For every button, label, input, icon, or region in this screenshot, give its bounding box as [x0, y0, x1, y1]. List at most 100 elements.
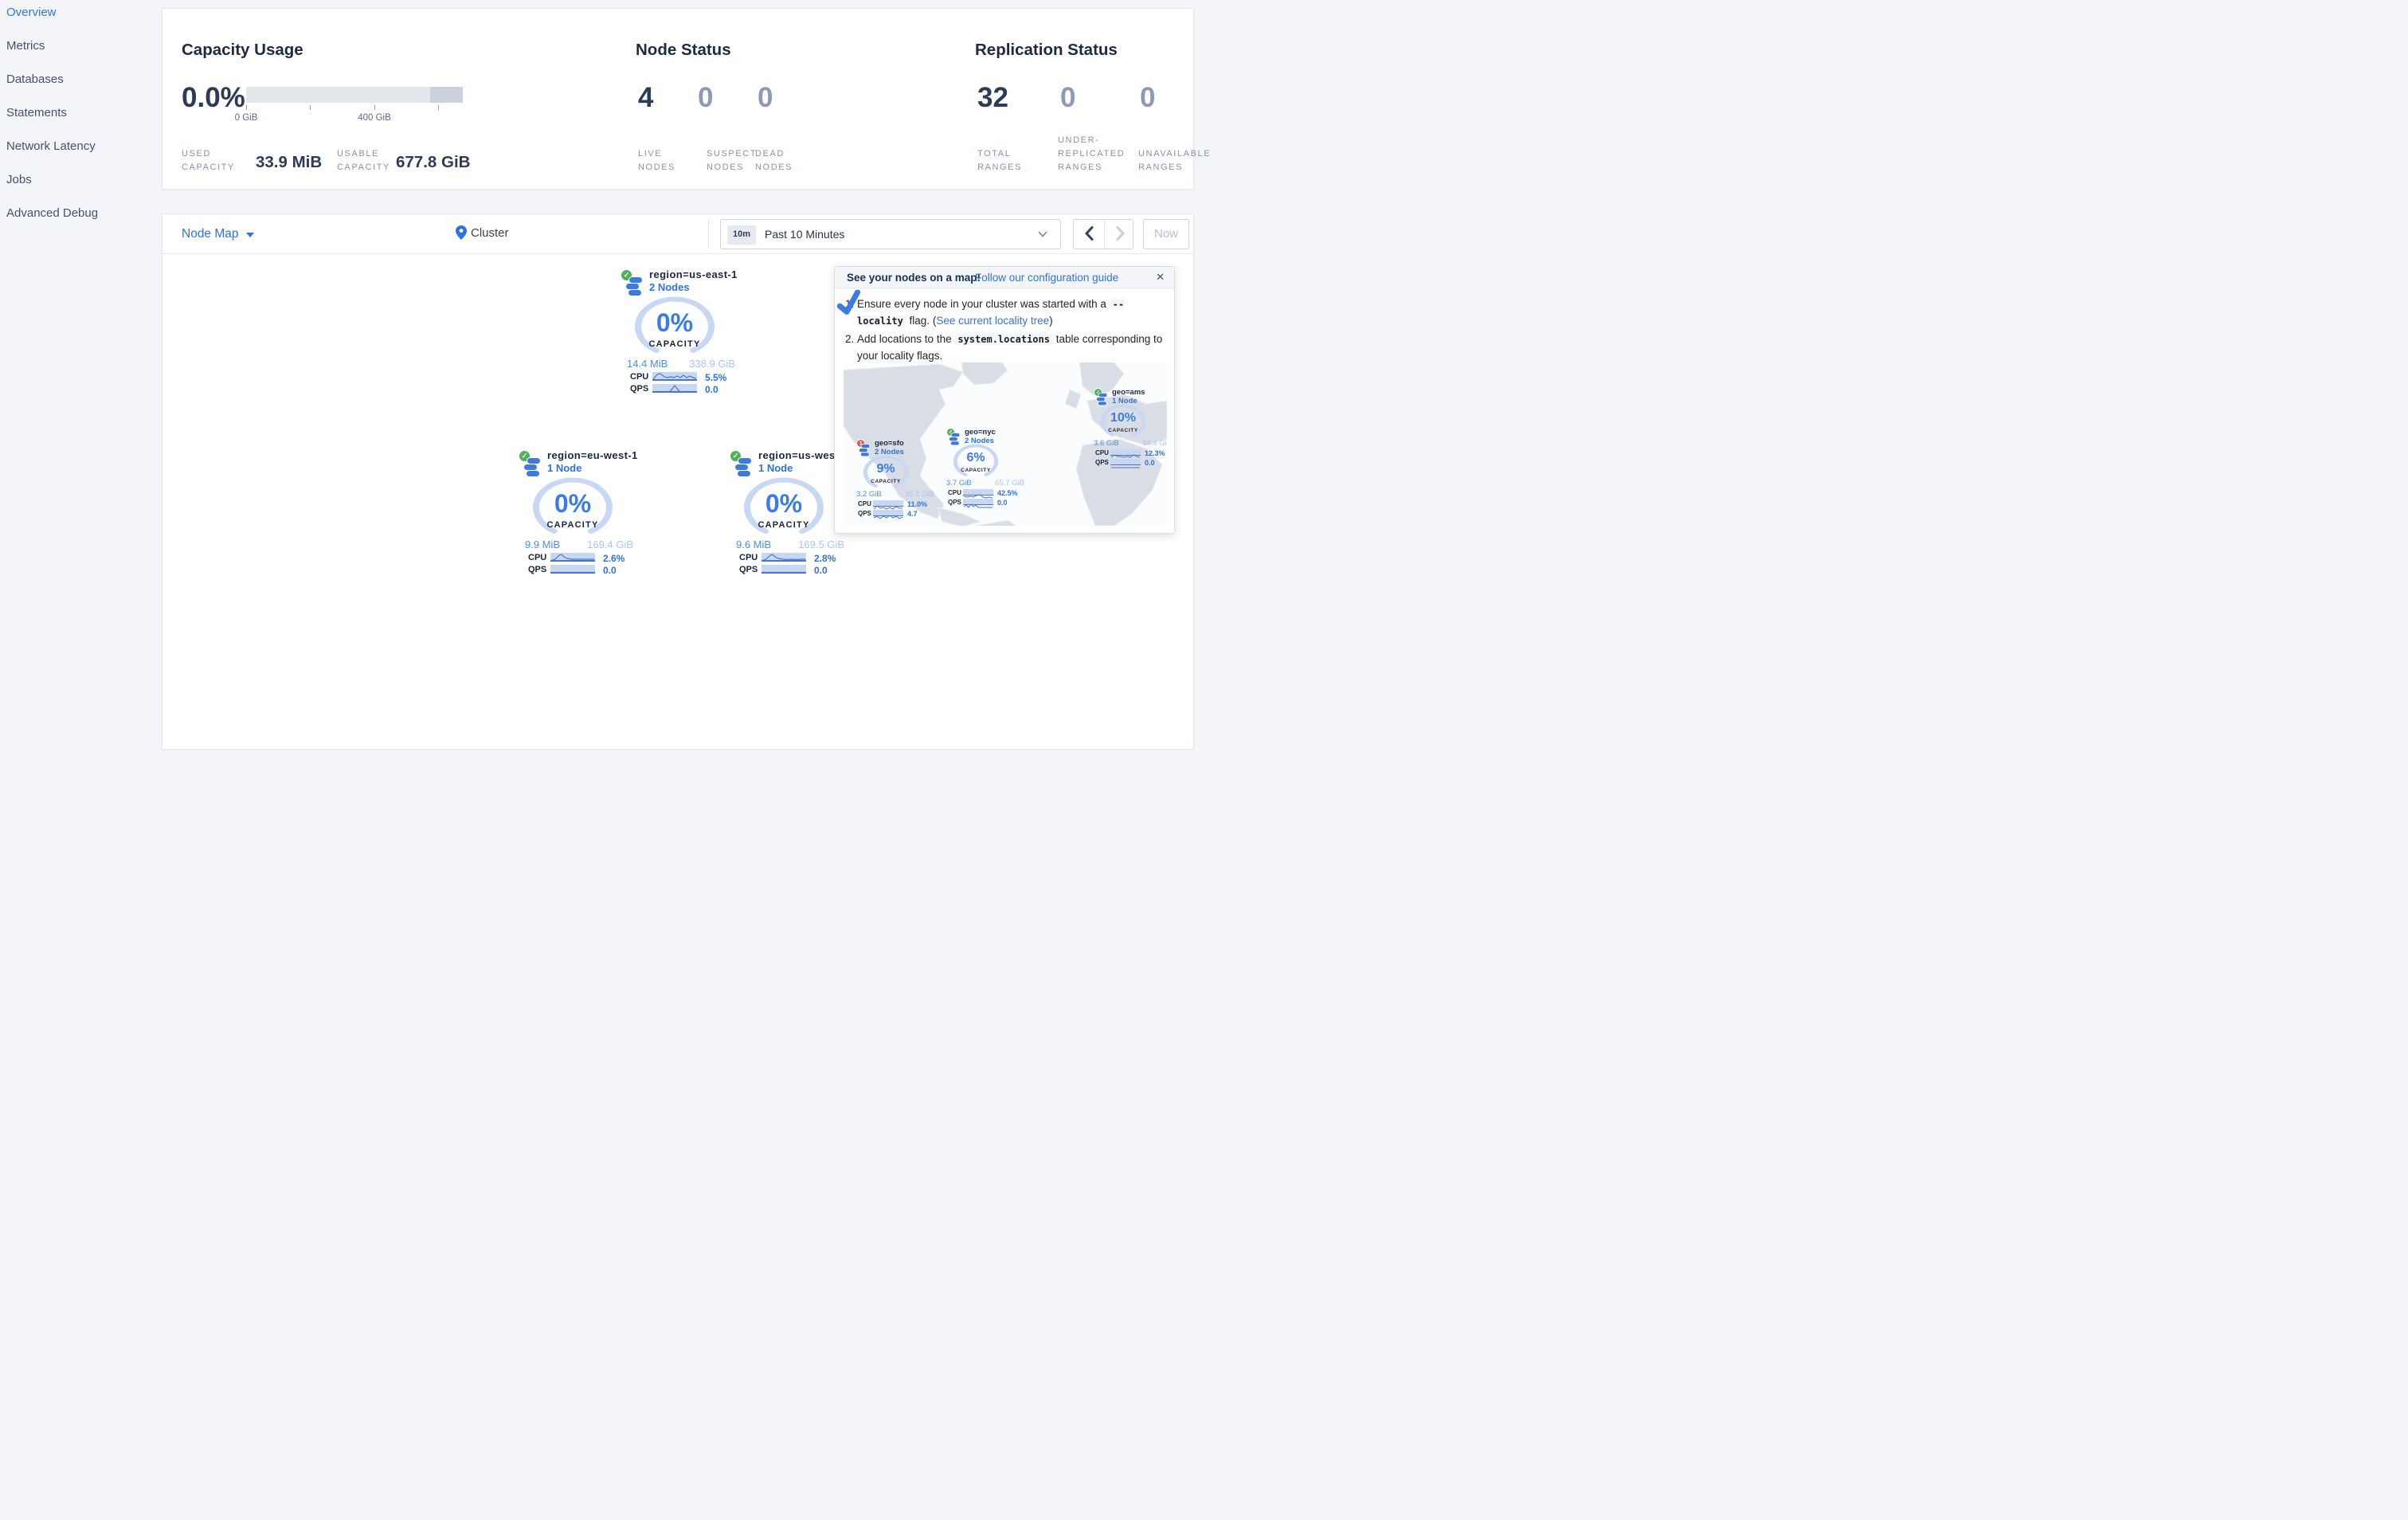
time-range-badge: 10m	[727, 225, 757, 245]
healthy-check-icon: ✓	[946, 428, 955, 437]
view-selector-dropdown[interactable]: Node Map	[182, 227, 254, 241]
unavailable-label: UNAVAILABLE RANGES	[1138, 149, 1212, 172]
cpu-label: CPU	[630, 372, 649, 382]
sidebar: Overview Metrics Databases Statements Ne…	[0, 0, 162, 760]
sidebar-item-network-latency[interactable]: Network Latency	[6, 139, 96, 153]
total-ranges-label: TOTAL RANGES	[977, 149, 1023, 172]
chevron-right-icon	[1116, 226, 1125, 241]
capacity-gauge: 0% CAPACITY	[531, 476, 614, 539]
suspect-nodes-count: 0	[698, 82, 714, 113]
node-group-us-east-1: ✓ region=us-east-1 2 Nodes 0% CAPACITY 1…	[621, 268, 740, 398]
cluster-summary-panel: Capacity Usage 0.0% 0 GiB 400 GiB USED CA…	[162, 8, 1210, 190]
capacity-usage-title: Capacity Usage	[182, 41, 303, 59]
capacity-tick-0: 0 GiB	[234, 113, 258, 123]
region-label: region=us-east-1	[649, 268, 738, 280]
time-prev-button[interactable]	[1074, 220, 1104, 249]
replication-status-title: Replication Status	[975, 41, 1118, 59]
mini-node-geo-sfo: 1 geo=sfo 2 Nodes 9% CAPACITY 3.2 GiB 35.…	[856, 439, 934, 519]
now-button[interactable]: Now	[1143, 219, 1189, 249]
live-nodes-count: 4	[638, 82, 654, 113]
nodes-on-map-popup: See your nodes on a map! Follow our conf…	[834, 266, 1175, 534]
time-next-button[interactable]	[1105, 220, 1135, 249]
used-value: 9.9 MiB	[525, 539, 561, 550]
cpu-sparkline	[652, 372, 697, 381]
cpu-sparkline	[762, 553, 806, 562]
sidebar-item-metrics[interactable]: Metrics	[6, 39, 45, 53]
capacity-bar	[246, 87, 463, 103]
node-map-panel: Node Map Cluster 10m Past 10 Minutes Now…	[162, 214, 1194, 750]
locality-tree-link[interactable]: See current locality tree	[936, 315, 1050, 327]
dead-nodes-label: DEAD NODES	[755, 149, 793, 172]
sidebar-item-advanced-debug[interactable]: Advanced Debug	[6, 206, 99, 220]
popup-steps: 1. Ensure every node in your cluster was…	[845, 296, 1165, 365]
time-range-label: Past 10 Minutes	[765, 228, 845, 241]
qps-value: 0.0	[814, 565, 828, 576]
database-stack-icon	[858, 443, 871, 461]
location-pin-icon	[456, 225, 467, 240]
time-step-buttons	[1073, 219, 1134, 249]
qps-value: 0.0	[603, 565, 617, 576]
cpu-value: 2.8%	[814, 553, 836, 564]
qps-sparkline	[873, 510, 903, 519]
cpu-sparkline	[963, 489, 993, 499]
breadcrumb-label: Cluster	[471, 226, 509, 240]
configuration-guide-link[interactable]: Follow our configuration guide	[975, 272, 1119, 284]
error-badge-icon: 1	[856, 439, 865, 448]
total-ranges-count: 32	[977, 82, 1008, 113]
region-label: geo=ams	[1112, 388, 1145, 397]
qps-sparkline	[1110, 459, 1141, 468]
cpu-value: 5.5%	[705, 372, 727, 383]
sidebar-item-databases[interactable]: Databases	[6, 72, 64, 86]
chevron-down-icon	[1038, 231, 1047, 237]
popup-header: See your nodes on a map! Follow our conf…	[835, 267, 1174, 288]
cpu-sparkline	[1110, 449, 1141, 458]
toolbar-divider	[708, 219, 709, 249]
qps-sparkline	[762, 565, 806, 574]
dead-nodes-count: 0	[758, 82, 773, 113]
qps-sparkline	[652, 384, 697, 393]
popup-title: See your nodes on a map!	[847, 272, 981, 284]
close-icon[interactable]: ✕	[1156, 271, 1165, 283]
gauge-capacity-label: CAPACITY	[758, 520, 810, 530]
sidebar-item-jobs[interactable]: Jobs	[6, 173, 32, 186]
capacity-bar-segment	[430, 87, 463, 103]
cpu-label: CPU	[528, 553, 547, 562]
mini-node-geo-ams: ✓ geo=ams 1 Node 10% CAPACITY 3.6 GiB 34.…	[1094, 388, 1167, 468]
region-label: region=us-west-1	[758, 449, 849, 461]
gauge-percent: 0%	[554, 489, 592, 518]
nodes-label: 1 Node	[1112, 397, 1137, 405]
used-capacity-label: USED CAPACITY	[182, 149, 235, 172]
qps-label: QPS	[630, 384, 649, 394]
usable-capacity-value: 677.8 GiB	[396, 153, 471, 171]
step-2: 2. Add locations to the system.locations…	[845, 332, 1163, 362]
suspect-nodes-label: SUSPECT NODES	[707, 149, 758, 172]
live-nodes-label: LIVE NODES	[638, 149, 676, 172]
database-stack-icon	[734, 457, 753, 482]
total-value: 338.9 GiB	[689, 358, 735, 370]
mini-node-geo-nyc: ✓ geo=nyc 2 Nodes 6% CAPACITY 3.7 GiB 65.…	[946, 428, 1024, 508]
used-capacity-value: 33.9 MiB	[256, 153, 323, 171]
breadcrumb[interactable]: Cluster	[456, 225, 509, 244]
sidebar-item-overview[interactable]: Overview	[6, 6, 57, 19]
capacity-gauge: 0% CAPACITY	[742, 476, 825, 539]
database-stack-icon	[625, 276, 644, 301]
used-value: 9.6 MiB	[736, 539, 772, 550]
qps-sparkline	[963, 499, 993, 508]
gauge-capacity-label: CAPACITY	[546, 520, 599, 530]
sidebar-item-statements[interactable]: Statements	[6, 106, 67, 119]
node-group-eu-west-1: ✓ region=eu-west-1 1 Node 0% CAPACITY 9.…	[519, 449, 638, 578]
nodes-link[interactable]: 2 Nodes	[649, 281, 690, 293]
under-replicated-label: UNDER- REPLICATED RANGES	[1058, 135, 1126, 172]
cpu-label: CPU	[739, 553, 758, 562]
gauge-percent: 0%	[765, 489, 803, 518]
nodes-link[interactable]: 1 Node	[758, 462, 793, 474]
qps-sparkline	[550, 565, 595, 574]
capacity-gauge: 9% CAPACITY	[863, 455, 909, 490]
chevron-left-icon	[1084, 226, 1093, 241]
under-replicated-count: 0	[1060, 82, 1076, 113]
total-value: 169.5 GiB	[798, 539, 844, 550]
system-locations-code: system.locations	[954, 333, 1053, 345]
time-range-select[interactable]: 10m Past 10 Minutes	[720, 219, 1061, 249]
nodes-link[interactable]: 1 Node	[547, 462, 582, 474]
used-value: 14.4 MiB	[627, 358, 668, 370]
